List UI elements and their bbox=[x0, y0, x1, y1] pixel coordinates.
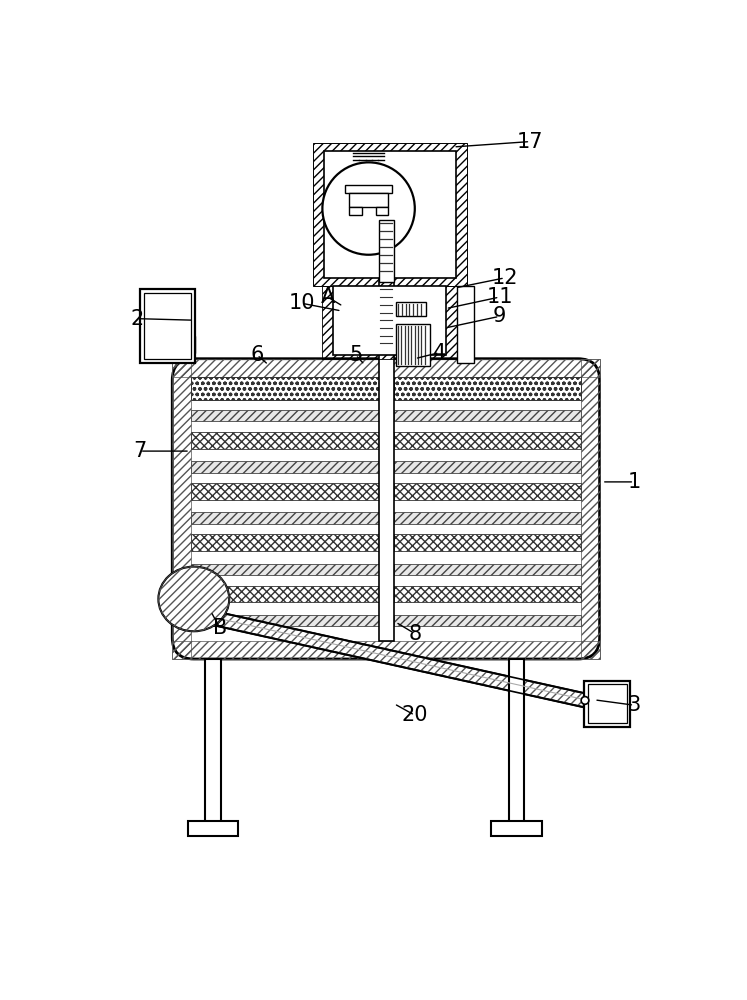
Polygon shape bbox=[177, 604, 586, 707]
Bar bbox=[394, 564, 581, 575]
Bar bbox=[190, 381, 379, 397]
Bar bbox=[379, 220, 394, 641]
Bar bbox=[173, 336, 196, 353]
Bar bbox=[190, 615, 379, 626]
Bar bbox=[394, 432, 581, 449]
Bar bbox=[173, 359, 600, 377]
Text: 11: 11 bbox=[486, 287, 512, 307]
Bar bbox=[394, 410, 581, 421]
Bar bbox=[205, 659, 221, 828]
Text: 9: 9 bbox=[493, 306, 506, 326]
Bar bbox=[190, 564, 379, 575]
Bar bbox=[350, 193, 388, 207]
Bar bbox=[190, 432, 379, 449]
Bar bbox=[173, 336, 196, 353]
Bar bbox=[491, 821, 542, 836]
Bar bbox=[394, 615, 581, 626]
Bar bbox=[324, 151, 456, 278]
Bar bbox=[509, 659, 524, 828]
Text: 10: 10 bbox=[288, 293, 314, 313]
Circle shape bbox=[581, 697, 589, 704]
Text: 4: 4 bbox=[433, 343, 446, 363]
Bar bbox=[394, 512, 581, 524]
Bar bbox=[394, 377, 581, 400]
Bar bbox=[346, 185, 391, 193]
Bar bbox=[187, 821, 238, 836]
Text: 5: 5 bbox=[349, 345, 362, 365]
Text: 8: 8 bbox=[408, 624, 421, 644]
Bar bbox=[394, 483, 581, 500]
Bar bbox=[584, 681, 630, 727]
Bar bbox=[190, 534, 379, 551]
Bar bbox=[190, 483, 379, 500]
Circle shape bbox=[323, 162, 415, 255]
Bar bbox=[190, 377, 379, 400]
Text: 20: 20 bbox=[402, 705, 428, 725]
Bar bbox=[457, 286, 474, 363]
Text: 6: 6 bbox=[250, 345, 264, 365]
Bar bbox=[350, 207, 362, 215]
Bar bbox=[379, 220, 394, 282]
Bar bbox=[173, 641, 600, 659]
Bar bbox=[396, 302, 427, 316]
Text: 7: 7 bbox=[133, 441, 146, 461]
Text: 2: 2 bbox=[131, 309, 144, 329]
Text: 3: 3 bbox=[627, 695, 641, 715]
Bar bbox=[394, 586, 581, 602]
Bar bbox=[588, 684, 627, 723]
Bar bbox=[394, 461, 581, 473]
Bar bbox=[190, 461, 379, 473]
Ellipse shape bbox=[158, 567, 229, 631]
Text: 1: 1 bbox=[627, 472, 641, 492]
Bar bbox=[190, 586, 379, 602]
Bar bbox=[313, 143, 467, 286]
Text: 17: 17 bbox=[517, 132, 544, 152]
Bar bbox=[394, 381, 581, 397]
Bar bbox=[143, 293, 191, 359]
Bar bbox=[190, 410, 379, 421]
Bar bbox=[394, 534, 581, 551]
Bar bbox=[140, 289, 196, 363]
Text: 12: 12 bbox=[492, 268, 518, 288]
Bar bbox=[396, 324, 430, 366]
Bar bbox=[190, 512, 379, 524]
FancyBboxPatch shape bbox=[173, 359, 600, 659]
Bar bbox=[581, 359, 600, 659]
Text: A: A bbox=[320, 287, 335, 307]
Bar bbox=[173, 359, 190, 659]
Bar bbox=[333, 286, 447, 355]
Bar bbox=[376, 207, 388, 215]
Bar bbox=[323, 286, 457, 359]
Text: B: B bbox=[213, 618, 227, 638]
